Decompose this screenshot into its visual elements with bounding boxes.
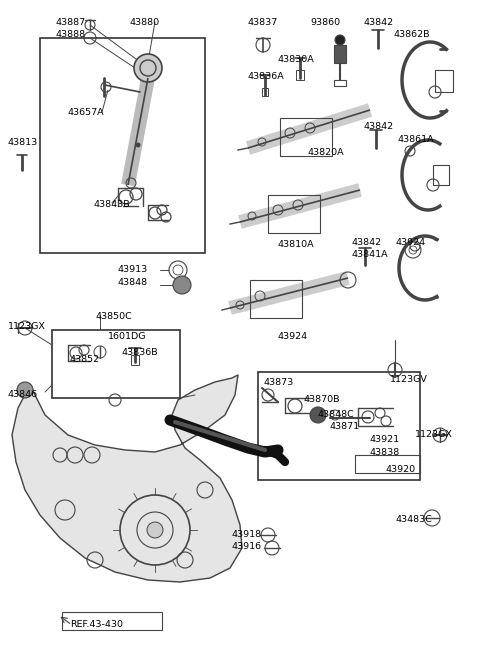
Text: 1123GV: 1123GV <box>390 375 428 384</box>
Bar <box>433 165 449 185</box>
Text: 1601DG: 1601DG <box>108 332 146 341</box>
Text: 43848: 43848 <box>118 278 148 287</box>
Circle shape <box>136 143 140 147</box>
Circle shape <box>173 276 191 294</box>
Text: 43483C: 43483C <box>395 515 432 524</box>
Text: 43842: 43842 <box>363 18 393 27</box>
Text: 43870B: 43870B <box>303 395 339 404</box>
Text: 43852: 43852 <box>70 355 100 364</box>
Text: 93860: 93860 <box>310 18 340 27</box>
Text: 1123GX: 1123GX <box>8 322 46 331</box>
Text: 43830A: 43830A <box>277 55 314 64</box>
Text: 43916: 43916 <box>232 542 262 551</box>
Text: REF.43-430: REF.43-430 <box>70 620 123 629</box>
Text: 43913: 43913 <box>118 265 148 274</box>
Text: 43836A: 43836A <box>248 72 285 81</box>
Bar <box>355 455 420 473</box>
Text: 43842: 43842 <box>352 238 382 247</box>
Bar <box>280 118 332 156</box>
Text: 43924: 43924 <box>395 238 425 247</box>
Text: 43836B: 43836B <box>122 348 158 357</box>
Text: 43657A: 43657A <box>68 108 105 117</box>
Circle shape <box>17 382 33 398</box>
Circle shape <box>310 407 326 423</box>
Bar <box>268 195 320 233</box>
Bar <box>334 80 346 86</box>
Bar <box>262 88 268 96</box>
Bar <box>131 355 139 365</box>
Bar <box>334 45 346 63</box>
Text: 43873: 43873 <box>263 378 293 387</box>
Circle shape <box>147 522 163 538</box>
Bar <box>62 612 162 630</box>
Text: 43921: 43921 <box>370 435 400 444</box>
Text: 43920: 43920 <box>385 465 415 474</box>
Text: 43810A: 43810A <box>278 240 314 249</box>
Text: 1123GX: 1123GX <box>415 430 453 439</box>
Text: 43887: 43887 <box>55 18 85 27</box>
Text: 43841A: 43841A <box>352 250 389 259</box>
Text: 43813: 43813 <box>8 138 38 147</box>
Text: 43843B: 43843B <box>93 200 130 209</box>
Text: 43837: 43837 <box>248 18 278 27</box>
Text: 43924: 43924 <box>278 332 308 341</box>
Text: 43846: 43846 <box>8 390 38 399</box>
Circle shape <box>335 35 345 45</box>
Text: 43838: 43838 <box>370 448 400 457</box>
Circle shape <box>134 54 162 82</box>
Polygon shape <box>12 375 242 582</box>
Text: 43880: 43880 <box>130 18 160 27</box>
Text: 43862B: 43862B <box>393 30 430 39</box>
Bar <box>258 372 420 480</box>
Bar <box>52 330 180 398</box>
Text: 43820A: 43820A <box>308 148 345 157</box>
Bar <box>296 70 304 80</box>
Text: 43888: 43888 <box>55 30 85 39</box>
Text: 43871: 43871 <box>330 422 360 431</box>
Text: 43848C: 43848C <box>318 410 355 419</box>
Text: 43918: 43918 <box>232 530 262 539</box>
Bar <box>250 280 302 318</box>
Bar <box>40 38 205 253</box>
Text: 43850C: 43850C <box>95 312 132 321</box>
Text: 43842: 43842 <box>363 122 393 131</box>
Bar <box>435 70 453 92</box>
Text: 43861A: 43861A <box>398 135 434 144</box>
